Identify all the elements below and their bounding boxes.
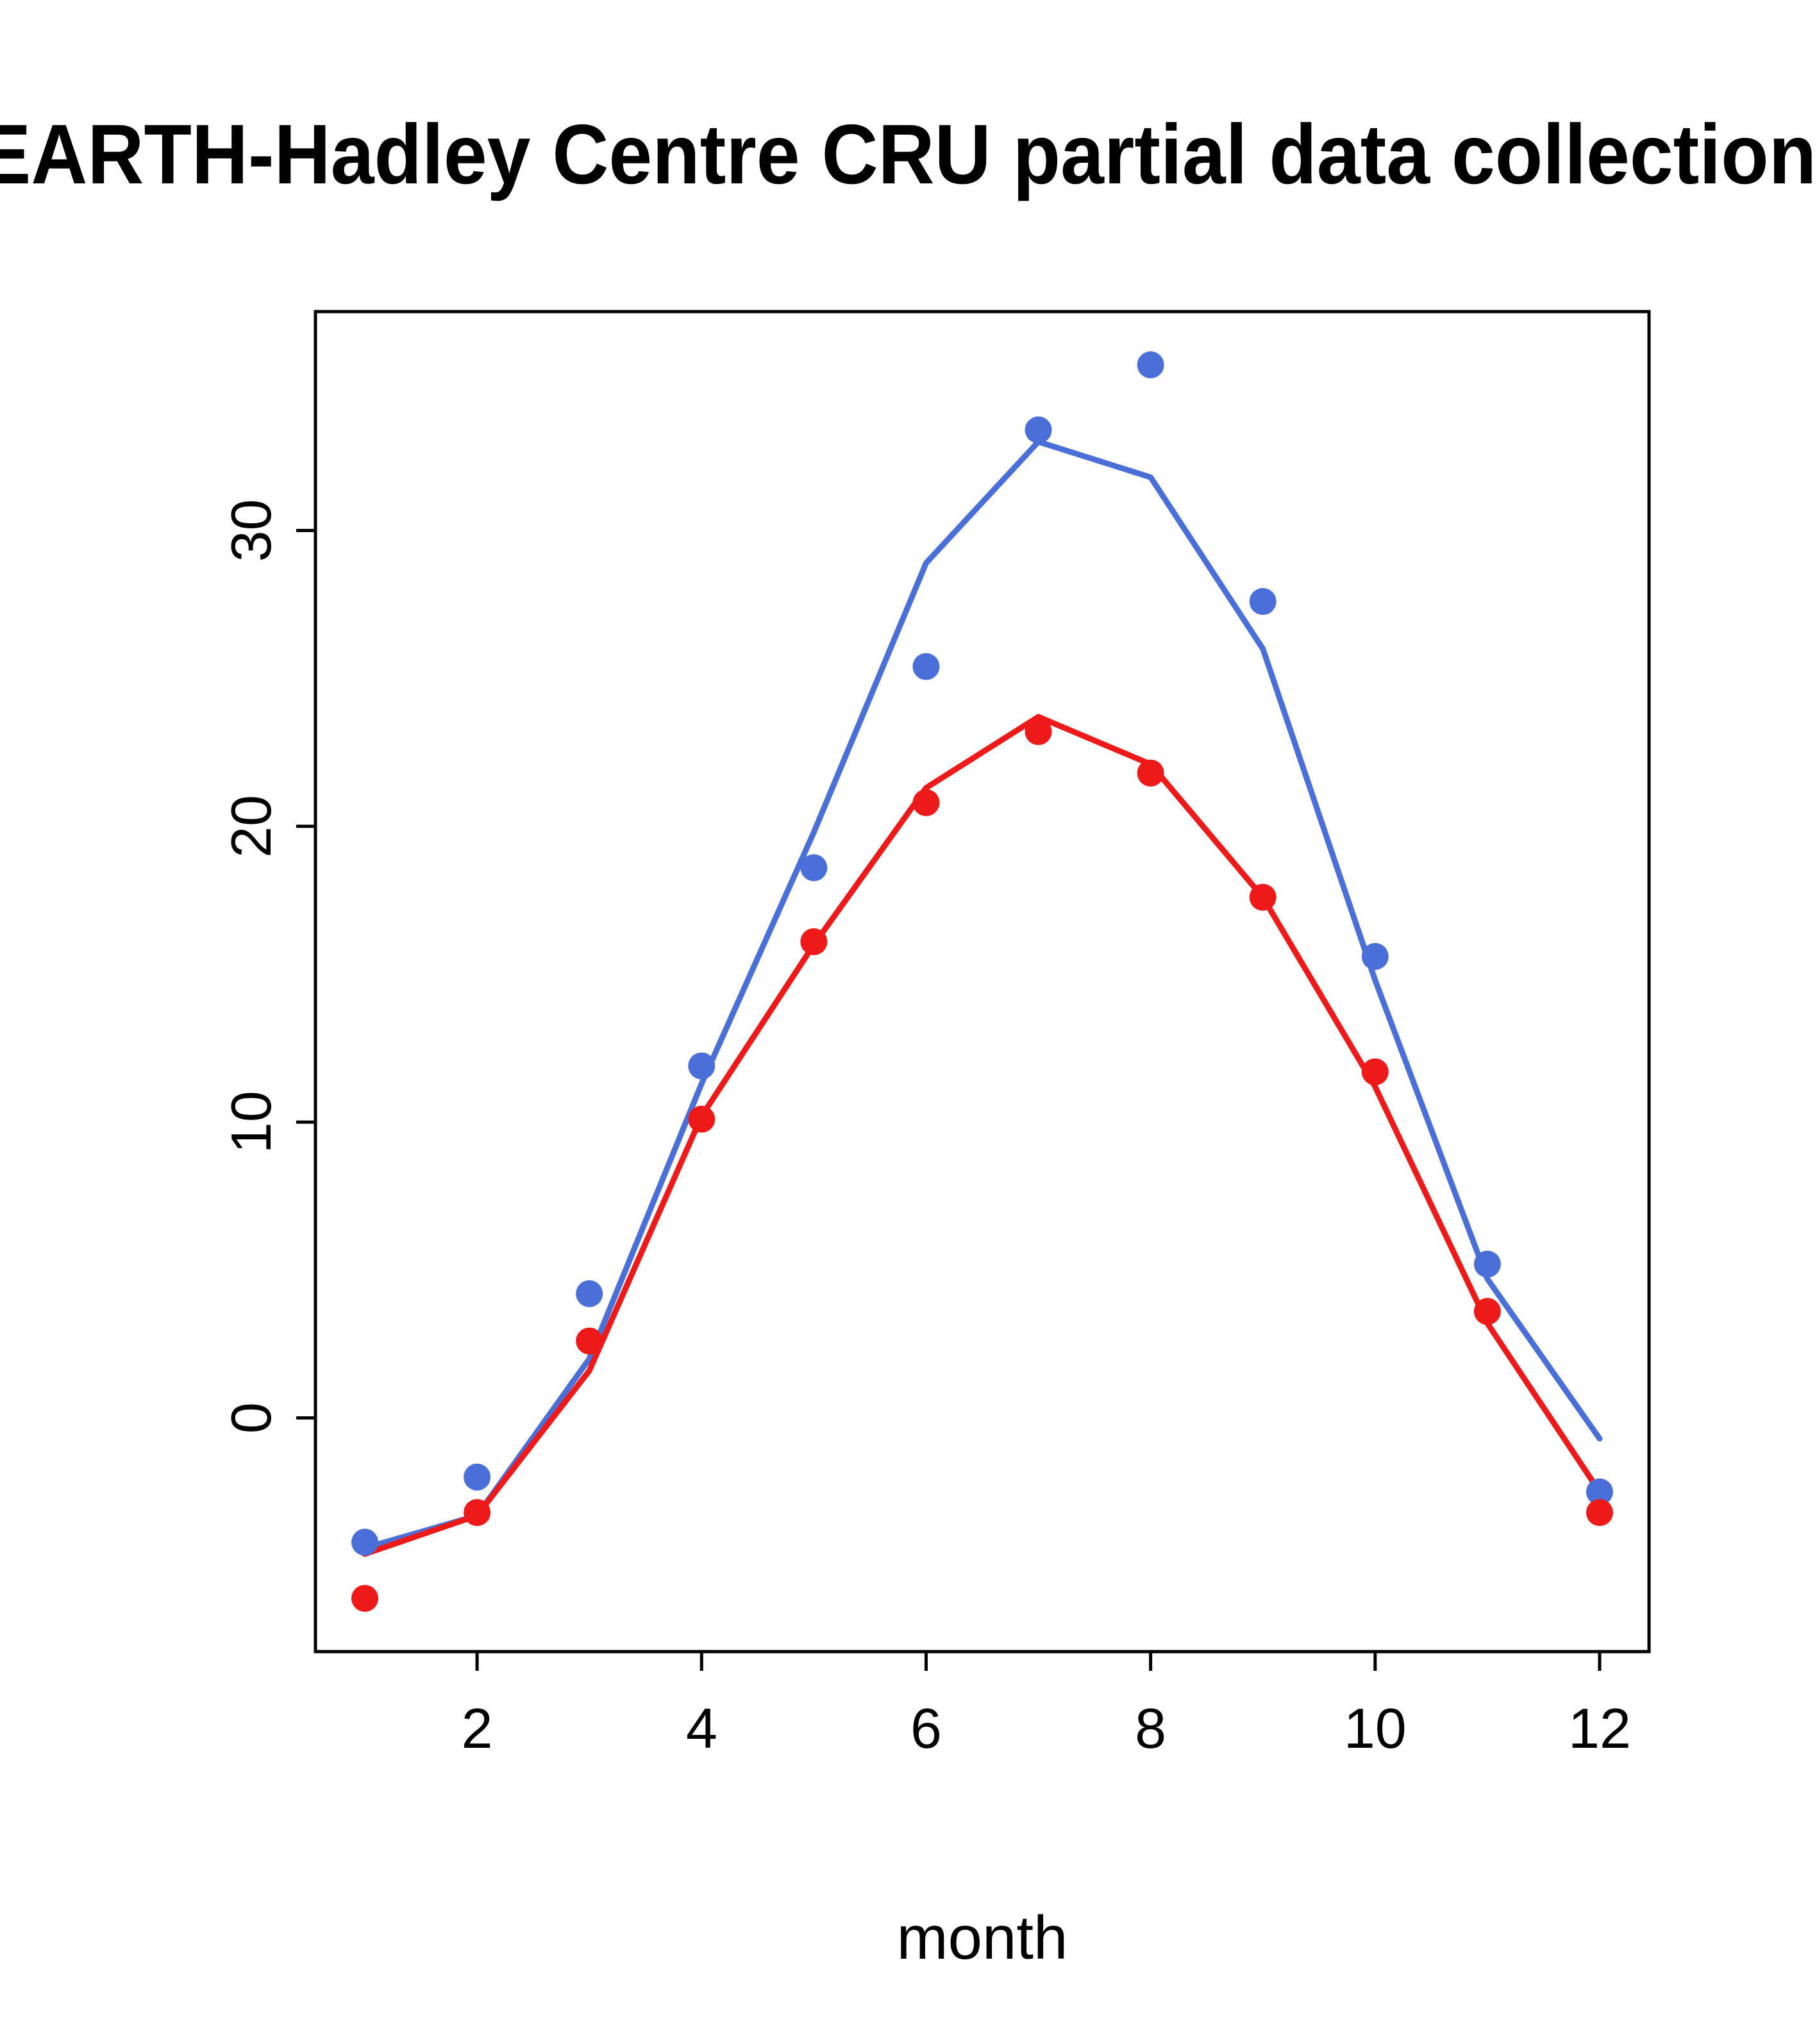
y-tick-label: 30 [219,499,283,562]
model-red-line [362,714,1603,1557]
obs-blue-points-dot [1025,416,1052,444]
x-tick-label: 8 [1135,1696,1166,1760]
x-tick-label: 10 [1344,1696,1407,1760]
obs-red-points-dot [912,789,940,816]
obs-red-points-dot [464,1499,491,1527]
plot-area: 2 4 6 8 10 12 0 10 20 30 [219,310,1651,1760]
obs-red-points-dot [688,1105,716,1133]
obs-blue-points-dot [1137,351,1164,379]
obs-red-points-dot [1025,718,1052,746]
obs-red-points-dot [800,928,828,955]
chart-title: EARTH-Hadley Centre CRU partial data col… [0,107,1817,201]
obs-red-points-dot [1473,1298,1501,1325]
obs-blue-points-dot [351,1529,379,1556]
y-tick-label: 10 [219,1091,283,1153]
obs-blue-points-dot [1473,1250,1501,1278]
x-axis-label: month [897,1904,1068,1972]
y-tick-label: 20 [219,795,283,858]
x-tick-label: 4 [686,1696,717,1760]
y-tick-label: 0 [219,1402,283,1434]
obs-blue-points-dot [800,854,828,882]
model-blue-line [362,439,1603,1552]
x-tick-label: 12 [1568,1696,1631,1760]
obs-blue-points-dot [912,653,940,680]
obs-red-points-dot [1361,1058,1389,1085]
obs-red-points-dot [576,1327,603,1355]
obs-red-points-dot [1249,884,1277,911]
obs-blue-points-dot [1361,942,1389,970]
plot-box [314,310,1651,1654]
obs-blue-points-dot [1249,588,1277,616]
obs-blue-points-dot [688,1052,716,1080]
obs-blue-points-dot [576,1280,603,1307]
x-tick-label: 2 [462,1696,493,1760]
obs-blue-points-dot [1586,1478,1613,1505]
obs-red-points-dot [351,1584,379,1612]
x-tick-label: 6 [910,1696,942,1760]
obs-red-points-dot [1586,1499,1613,1527]
obs-red-points-dot [1137,759,1164,787]
obs-blue-points-dot [464,1463,491,1491]
